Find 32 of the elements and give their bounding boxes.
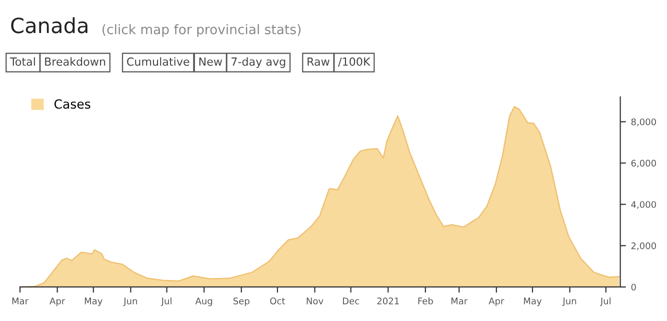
y-tick-label: 6,000 xyxy=(631,160,656,168)
text: Breakdown xyxy=(45,57,106,66)
x-tick-label: Apr xyxy=(50,298,66,306)
x-tick-label: Jul xyxy=(600,297,610,306)
chart-subtitle: (click map for provincial stats) xyxy=(102,24,301,37)
x-tick-label: Aug xyxy=(195,298,212,306)
text: Raw xyxy=(308,58,330,66)
x-tick-label: Feb xyxy=(418,297,433,304)
y-tick-label: 2,000 xyxy=(631,242,656,250)
y-tick-label: 4,000 xyxy=(631,201,656,209)
x-tick-label: Dec xyxy=(342,298,360,304)
y-tick-label: 8,000 xyxy=(631,118,656,126)
text: Total xyxy=(10,57,35,66)
x-tick-label: Apr xyxy=(488,298,504,306)
x-tick-label: Jun xyxy=(562,298,576,306)
x-tick-label: Mar xyxy=(451,298,468,304)
text: New xyxy=(199,58,222,66)
y-tick-label: 0 xyxy=(631,284,636,291)
x-tick-label: 2021 xyxy=(377,298,399,304)
legend-label: Cases xyxy=(54,99,90,109)
x-tick-label: Nov xyxy=(306,298,324,304)
x-tick-label: Jul xyxy=(160,297,172,306)
text: Cumulative xyxy=(127,57,190,66)
text: 7-day avg xyxy=(232,57,286,68)
text: /100K xyxy=(338,57,371,67)
chart-title: Canada xyxy=(11,17,88,34)
x-tick-label: Sep xyxy=(233,298,250,306)
x-tick-label: May xyxy=(524,298,542,306)
x-tick-label: May xyxy=(84,298,102,306)
x-tick-label: Oct xyxy=(270,298,286,304)
x-tick-label: Jun xyxy=(123,298,137,306)
x-tick-label: Mar xyxy=(12,298,29,304)
